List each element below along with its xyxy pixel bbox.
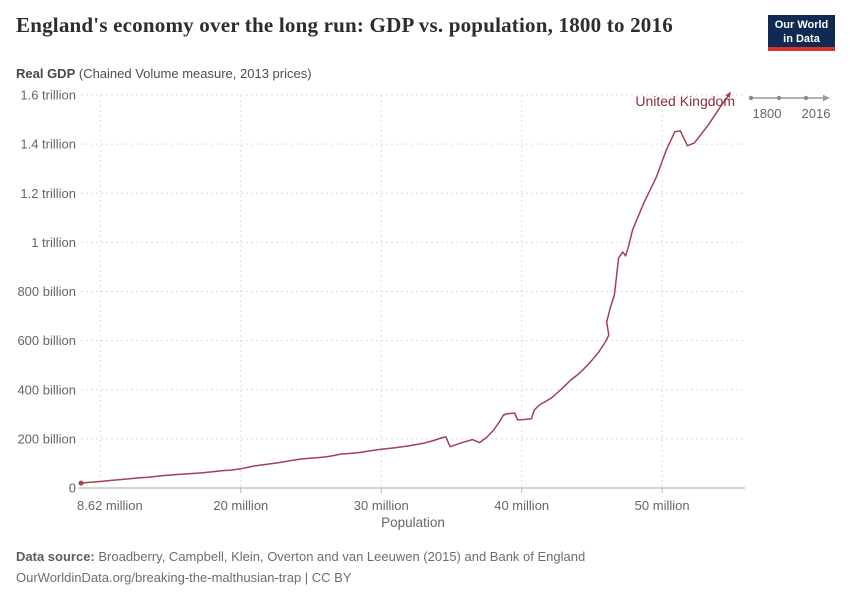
subtitle-measure-detail: (Chained Volume measure, 2013 prices) [75, 66, 312, 81]
chart-footer: Data source: Broadberry, Campbell, Klein… [16, 546, 585, 588]
x-tick-label: 20 million [213, 498, 268, 513]
owid-logo[interactable]: Our World in Data [768, 15, 835, 51]
timeline-handle[interactable] [748, 95, 754, 101]
y-tick-label: 400 billion [17, 382, 76, 397]
y-tick-label: 1.4 trillion [20, 137, 76, 152]
timeline-handle[interactable] [803, 95, 809, 101]
timeline-handle[interactable] [776, 95, 782, 101]
line-end-arrow [724, 91, 731, 100]
y-tick-label: 600 billion [17, 333, 76, 348]
timeline-start-label: 1800 [753, 106, 782, 121]
gdp-line [80, 94, 729, 484]
line-start-dot [78, 480, 84, 486]
series-label: United Kingdom [635, 93, 735, 109]
y-tick-label: 1 trillion [31, 235, 76, 250]
owid-logo-line1: Our World [774, 19, 829, 31]
x-tick-label: 8.62 million [77, 498, 143, 513]
subtitle-measure-label: Real GDP [16, 66, 76, 81]
license-line: OurWorldinData.org/breaking-the-malthusi… [16, 567, 585, 588]
chart-subtitle: Real GDP (Chained Volume measure, 2013 p… [16, 66, 312, 81]
x-tick-label: 30 million [354, 498, 409, 513]
y-tick-label: 800 billion [17, 284, 76, 299]
timeline-arrow-icon [823, 94, 830, 102]
timeline-end-label: 2016 [802, 106, 831, 121]
y-tick-label: 200 billion [17, 431, 76, 446]
x-axis-title: Population [381, 515, 445, 530]
y-tick-label: 1.2 trillion [20, 186, 76, 201]
data-source-label: Data source: [16, 549, 95, 564]
y-tick-label: 1.6 trillion [20, 88, 76, 103]
page-title: England's economy over the long run: GDP… [16, 13, 673, 37]
x-tick-label: 50 million [635, 498, 690, 513]
x-tick-label: 40 million [494, 498, 549, 513]
data-source-text: Broadberry, Campbell, Klein, Overton and… [94, 549, 586, 564]
timeline-slider[interactable]: 1800 2016 [748, 94, 831, 121]
license-text: | CC BY [301, 570, 352, 585]
y-tick-label: 0 [69, 481, 76, 496]
owid-logo-line2: in Data [783, 33, 820, 46]
data-source-line: Data source: Broadberry, Campbell, Klein… [16, 546, 585, 567]
chart-url-link[interactable]: OurWorldinData.org/breaking-the-malthusi… [16, 570, 302, 585]
